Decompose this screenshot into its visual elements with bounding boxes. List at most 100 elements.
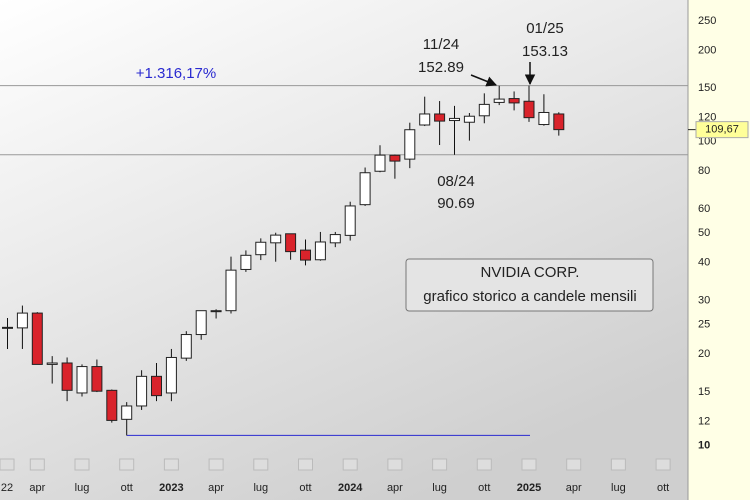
candle-body	[553, 113, 565, 131]
date-icon	[74, 458, 90, 471]
y-tick-label: 200	[698, 44, 716, 56]
x-tick-label: ott	[478, 482, 490, 494]
x-tick-label: lug	[253, 482, 268, 494]
candle-body	[344, 205, 356, 236]
candle-body	[434, 113, 446, 122]
candle-body	[463, 115, 475, 123]
candle-body	[538, 111, 550, 126]
candle-body	[121, 405, 133, 420]
date-icon	[432, 458, 448, 471]
x-tick-label: 2024	[338, 482, 363, 494]
candle-body	[478, 103, 490, 117]
y-tick-label: 80	[698, 165, 710, 177]
candle-body	[91, 366, 103, 392]
candle-body	[225, 269, 237, 312]
candle-body	[449, 117, 460, 122]
candle-body	[508, 98, 520, 104]
candle-body	[2, 326, 13, 329]
candle-body	[359, 172, 371, 206]
candle-body	[493, 98, 505, 103]
date-icon	[208, 458, 224, 471]
candle-body	[106, 389, 118, 421]
y-tick-label: 60	[698, 203, 710, 215]
y-tick-label: 12	[698, 415, 710, 427]
y-tick-label: 120	[698, 112, 716, 124]
axis-background	[688, 0, 750, 500]
x-tick-label: ott	[299, 482, 311, 494]
candle-body	[314, 241, 326, 261]
x-tick-label: apr	[566, 482, 582, 494]
candle-body	[16, 312, 28, 329]
title-box	[405, 258, 654, 312]
candle-body	[285, 233, 297, 253]
candle-body	[404, 129, 416, 160]
x-tick-label: ott	[657, 482, 669, 494]
last-price-box	[695, 121, 749, 139]
date-icon	[566, 458, 582, 471]
subtitle: grafico storico a candele mensili	[423, 288, 636, 305]
date-icon	[476, 458, 492, 471]
y-tick-label: 30	[698, 295, 710, 307]
date-icon	[253, 458, 269, 471]
y-tick-label: 10	[698, 439, 710, 451]
candle-body	[136, 375, 148, 407]
y-tick-label: 100	[698, 136, 716, 148]
last-price-label: 109,67	[705, 124, 739, 136]
date-icon	[0, 458, 15, 471]
title: NVIDIA CORP.	[481, 264, 580, 281]
note-date: 08/24	[437, 173, 475, 190]
x-tick-label: apr	[208, 482, 224, 494]
candle-body	[210, 310, 222, 313]
y-tick-label: 50	[698, 227, 710, 239]
candle-body	[46, 362, 58, 365]
candle-body	[76, 366, 88, 394]
date-icon	[521, 458, 537, 471]
x-tick-label: apr	[387, 482, 403, 494]
y-tick-label: 20	[698, 348, 710, 360]
note-value: 152.89	[418, 59, 464, 76]
x-tick-label: lug	[75, 482, 90, 494]
date-icon	[119, 458, 135, 471]
date-icon	[342, 458, 358, 471]
x-tick-label: lug	[432, 482, 447, 494]
plot-background	[0, 0, 688, 500]
y-tick-label: 25	[698, 319, 710, 331]
note-value: 90.69	[437, 195, 475, 212]
x-tick-label: 2025	[517, 482, 541, 494]
x-tick-label: lug	[611, 482, 626, 494]
candle-body	[374, 154, 386, 172]
candle-body	[195, 310, 207, 336]
candle-body	[180, 334, 192, 359]
candle-body	[329, 234, 341, 244]
date-icon	[298, 458, 313, 471]
candle-body	[61, 362, 73, 391]
performance: +1.316,17%	[136, 65, 217, 82]
plot	[0, 85, 688, 436]
candle-body	[300, 249, 311, 261]
candle-body	[270, 234, 282, 244]
note-date: 01/25	[526, 20, 564, 37]
date-icon	[610, 458, 626, 471]
note-value: 153.13	[522, 43, 568, 60]
y-tick-label: 40	[698, 257, 710, 269]
x-tick-label: ott	[121, 482, 133, 494]
y-tick-label: 250	[698, 15, 716, 27]
y-tick-label: 150	[698, 82, 716, 94]
date-icon	[29, 458, 45, 471]
arrow	[470, 74, 497, 87]
date-icon	[163, 458, 179, 471]
date-icon	[387, 458, 403, 471]
x-tick-label: apr	[29, 482, 45, 494]
date-icon	[655, 458, 671, 471]
candle-body	[523, 100, 535, 119]
x-tick-label: 22	[1, 482, 13, 494]
y-tick-label: 15	[698, 386, 710, 398]
candle-body	[255, 241, 267, 256]
candle-body	[389, 154, 401, 162]
candle-body	[151, 375, 162, 397]
candle-body	[240, 254, 252, 270]
candle-body	[31, 312, 43, 365]
